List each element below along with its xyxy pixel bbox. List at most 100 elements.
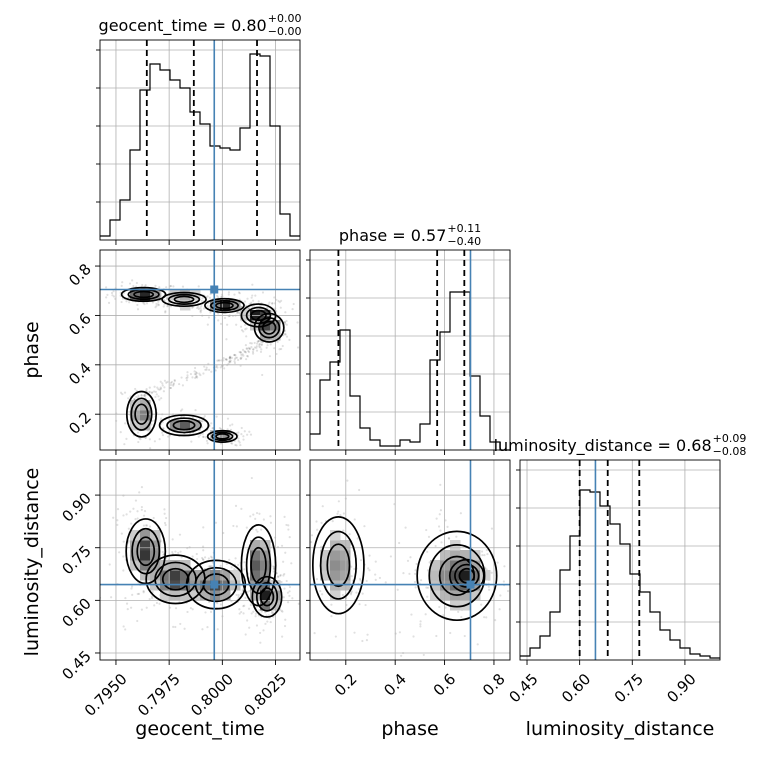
scatter-point: [136, 592, 139, 596]
scatter-point: [272, 565, 275, 568]
scatter-point: [166, 297, 169, 300]
scatter-point: [233, 353, 236, 357]
scatter-point: [276, 575, 280, 578]
scatter-point: [439, 483, 442, 486]
density-cell: [220, 430, 231, 441]
scatter-point: [237, 596, 240, 599]
scatter-point: [353, 518, 356, 521]
scatter-point: [202, 372, 205, 375]
panel-frame-luminosity_distance_vs_geocent_time: [99, 459, 301, 661]
scatter-point: [273, 347, 276, 350]
scatter-point: [272, 570, 275, 573]
scatter-point: [210, 422, 213, 425]
scatter-point: [282, 560, 285, 563]
density-cell: [250, 590, 261, 601]
scatter-point: [118, 551, 121, 554]
scatter-point: [259, 631, 262, 635]
scatter-point: [129, 606, 133, 609]
title-geocent_time: geocent_time = 0.80: [99, 16, 267, 36]
contour-line: [130, 397, 153, 431]
scatter-point: [275, 352, 278, 356]
density-cell: [450, 550, 461, 561]
scatter-point: [459, 512, 462, 515]
scatter-point: [415, 562, 418, 566]
scatter-point: [413, 580, 417, 584]
density-cell: [170, 570, 181, 581]
scatter-point: [154, 390, 157, 393]
scatter-point: [208, 296, 212, 299]
contour-line: [172, 420, 196, 431]
scatter-point: [252, 513, 255, 516]
scatter-point: [179, 550, 182, 553]
scatter-point: [248, 589, 251, 593]
scatter-point: [271, 302, 274, 305]
scatter-point: [207, 565, 210, 568]
scatter-point: [350, 565, 353, 568]
scatter-point: [202, 526, 205, 529]
scatter-point: [252, 348, 255, 351]
scatter-point: [169, 386, 172, 390]
density-cell: [220, 570, 231, 581]
scatter-point: [419, 579, 423, 582]
scatter-point: [155, 302, 158, 305]
scatter-point: [242, 612, 245, 615]
scatter-point: [248, 347, 251, 351]
scatter-point: [284, 618, 287, 621]
density-phase_vs_geocent_time: [130, 290, 281, 441]
scatter-point: [131, 593, 134, 596]
scatter-point: [120, 532, 123, 535]
scatter-point: [283, 321, 286, 324]
scatter-point: [272, 565, 276, 569]
scatter-point: [282, 574, 285, 577]
scatter-point: [185, 376, 188, 380]
scatter-point: [202, 435, 205, 439]
scatter-point: [490, 571, 493, 574]
scatter-point: [284, 322, 287, 325]
contour-line: [166, 417, 202, 434]
scatter-point: [140, 394, 143, 397]
scatter-point: [336, 512, 339, 515]
scatter-point: [257, 340, 260, 343]
text-layer: geocent_time = 0.80 +0.00−0.00 phase = 0.5…: [21, 12, 746, 740]
scatter-point: [155, 304, 158, 307]
scatter-point: [353, 631, 356, 634]
scatter-point: [258, 343, 261, 346]
scatter-point: [485, 568, 488, 571]
scatter-point: [191, 376, 194, 379]
x-tick-label-geocent_time: 0.8025: [240, 670, 290, 720]
scatter-point: [241, 588, 244, 591]
scatter-point: [283, 321, 287, 324]
scatter-point: [179, 415, 183, 418]
scatter-point: [239, 351, 242, 354]
scatter-point: [228, 360, 231, 363]
scatter-point: [241, 348, 245, 351]
scatter-point: [125, 300, 128, 303]
contour-line: [133, 290, 155, 299]
scatter-point: [199, 373, 202, 377]
scatter-point: [125, 513, 128, 516]
scatter-point: [162, 553, 165, 556]
scatter-point: [260, 528, 263, 531]
scatter-point: [174, 550, 177, 553]
scatter-point: [286, 491, 288, 493]
scatter-point: [201, 432, 204, 435]
scatter-point: [285, 319, 288, 323]
scatter-point: [171, 538, 174, 541]
scatter-point: [158, 286, 161, 289]
density-cell: [180, 300, 191, 311]
scatter-point: [487, 585, 490, 588]
scatter-point: [216, 294, 219, 297]
scatter-point: [260, 610, 263, 613]
scatter-point: [122, 514, 125, 517]
scatter-point: [206, 323, 209, 326]
scatter-point: [270, 302, 274, 305]
scatter-point: [319, 589, 322, 593]
scatter-point: [480, 603, 483, 606]
scatter-point: [189, 372, 193, 376]
scatter-point: [424, 613, 427, 616]
scatter-point: [348, 533, 351, 536]
scatter-point: [197, 285, 200, 288]
title-plus-geocent_time: +0.00: [268, 12, 302, 25]
scatter-point: [191, 555, 194, 558]
scatter-point: [419, 620, 422, 623]
